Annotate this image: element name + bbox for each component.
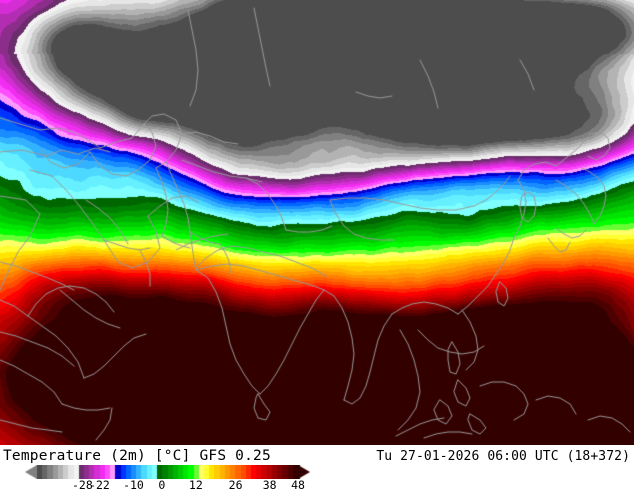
colorbar-tick: -28: [72, 478, 93, 490]
colorbar-gradient: [0, 465, 320, 479]
colorbar-tick: 12: [188, 478, 203, 490]
map-title: Temperature (2m) [°C] GFS 0.25: [3, 448, 271, 464]
colorbar-tick: -10: [123, 478, 144, 490]
colorbar-tick: 26: [228, 478, 243, 490]
temperature-map-canvas[interactable]: [0, 0, 634, 445]
temperature-map[interactable]: [0, 0, 634, 445]
temperature-colorbar[interactable]: -28 -22 -10 0 12 26 38 48: [0, 465, 320, 490]
colorbar-tick: 0: [158, 478, 166, 490]
colorbar-tick: 48: [291, 478, 305, 490]
map-footer: Temperature (2m) [°C] GFS 0.25 Tu 27-01-…: [0, 445, 634, 490]
colorbar-tick: 38: [262, 478, 277, 490]
colorbar-tick: -22: [89, 478, 110, 490]
forecast-datestamp: Tu 27-01-2026 06:00 UTC (18+372): [376, 449, 630, 464]
